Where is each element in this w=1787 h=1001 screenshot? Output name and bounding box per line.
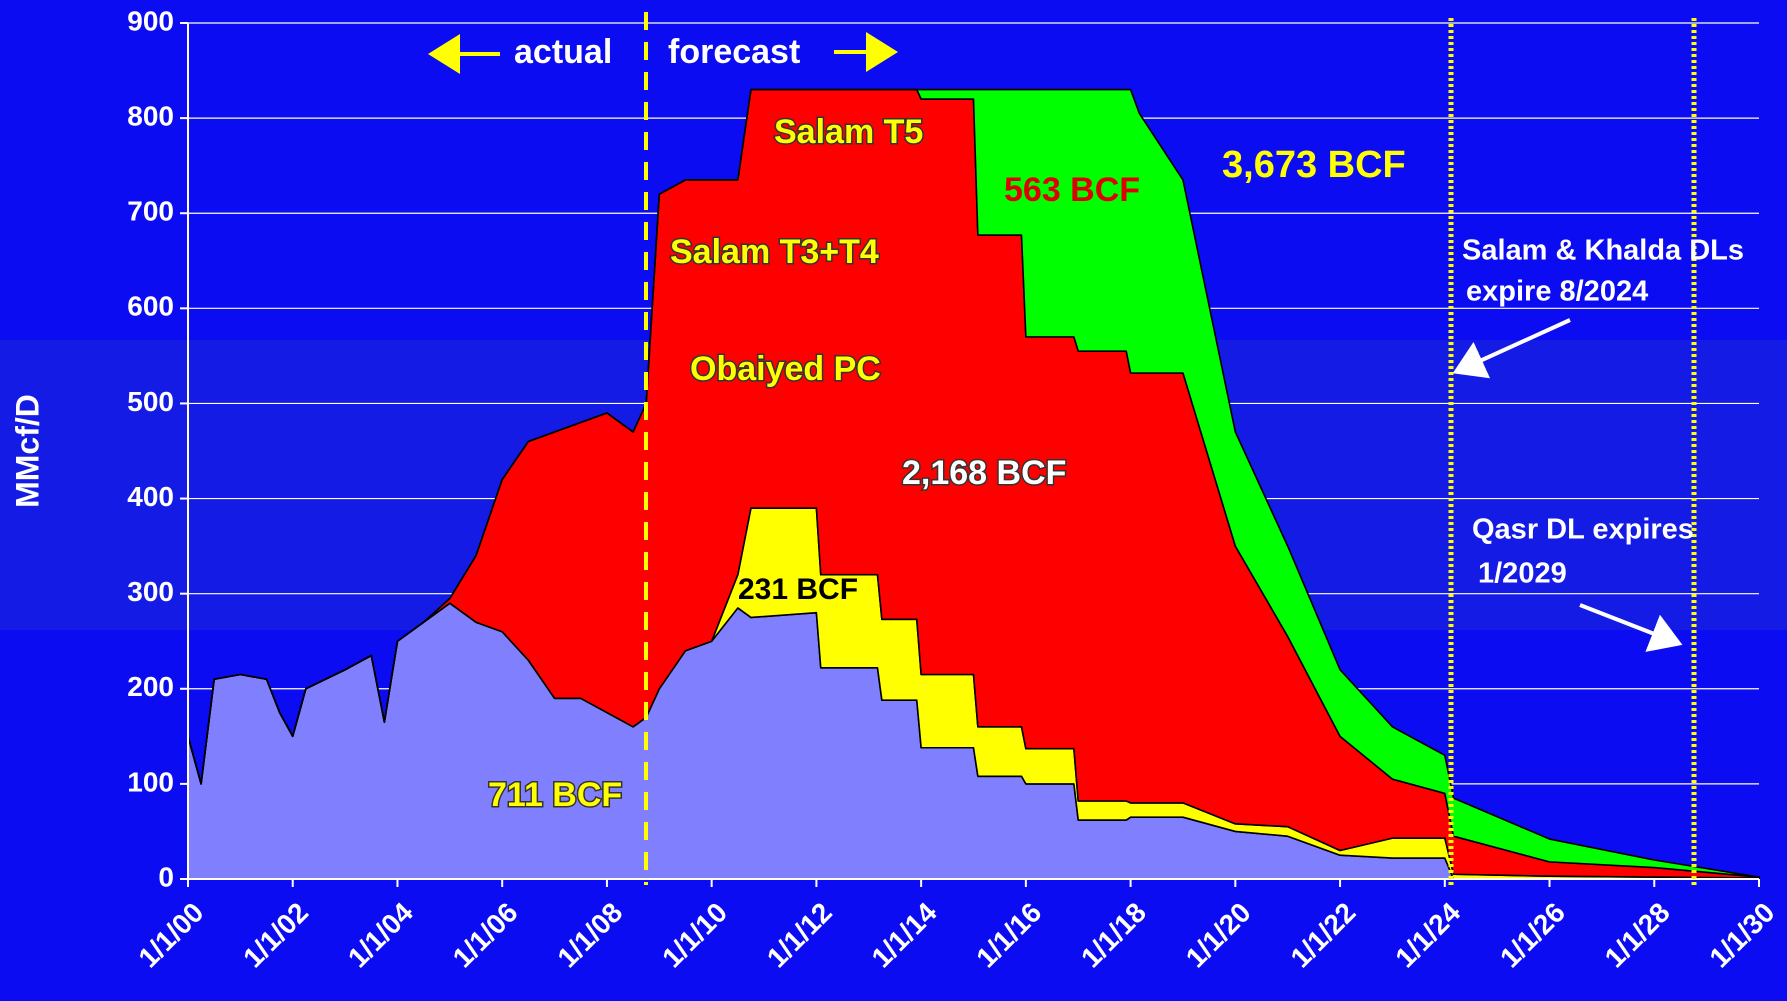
annotation: 2,168 BCF bbox=[902, 454, 1066, 492]
annotation: 1/2029 bbox=[1478, 558, 1567, 590]
annotation: Salam T5 bbox=[774, 113, 923, 151]
x-tick-label: 1/1/22 bbox=[1285, 897, 1362, 974]
annotation: 3,673 BCF bbox=[1222, 144, 1406, 186]
y-tick-label: 700 bbox=[127, 196, 174, 227]
annotation: forecast bbox=[668, 33, 800, 71]
y-tick-label: 800 bbox=[127, 101, 174, 132]
y-tick-label: 500 bbox=[127, 386, 174, 417]
x-tick-label: 1/1/06 bbox=[447, 897, 524, 974]
x-tick-label: 1/1/04 bbox=[342, 896, 419, 973]
y-axis-label: MMcf/D bbox=[9, 394, 45, 508]
x-tick-label: 1/1/24 bbox=[1389, 896, 1466, 973]
x-tick-label: 1/1/20 bbox=[1180, 897, 1257, 974]
x-tick-label: 1/1/10 bbox=[656, 897, 733, 974]
x-tick-label: 1/1/18 bbox=[1075, 897, 1152, 974]
x-tick-label: 1/1/26 bbox=[1494, 897, 1571, 974]
y-tick-label: 200 bbox=[127, 671, 174, 702]
x-tick-label: 1/1/00 bbox=[132, 897, 209, 974]
x-tick-label: 1/1/16 bbox=[970, 897, 1047, 974]
annotation: Qasr DL expires bbox=[1472, 514, 1694, 546]
x-tick-label: 1/1/12 bbox=[761, 897, 838, 974]
y-tick-label: 300 bbox=[127, 576, 174, 607]
x-tick-label: 1/1/14 bbox=[866, 896, 943, 973]
area bbox=[187, 88, 1760, 878]
y-tick-label: 900 bbox=[127, 5, 174, 36]
x-tick-label: 1/1/08 bbox=[551, 897, 628, 974]
annotation: Salam T3+T4 bbox=[670, 233, 879, 271]
annotation: actual bbox=[514, 33, 612, 71]
x-tick-label: 1/1/28 bbox=[1599, 897, 1676, 974]
x-tick-label: 1/1/30 bbox=[1703, 897, 1780, 974]
y-tick-label: 100 bbox=[127, 766, 174, 797]
arrow bbox=[1452, 318, 1571, 379]
annotation: expire 8/2024 bbox=[1466, 276, 1648, 308]
annotation: 711 BCF bbox=[488, 776, 622, 814]
y-tick-label: 0 bbox=[158, 861, 174, 892]
y-tick-label: 600 bbox=[127, 291, 174, 322]
annotation: 231 BCF bbox=[738, 573, 858, 606]
x-tick-label: 1/1/02 bbox=[237, 897, 314, 974]
arrow bbox=[1579, 603, 1683, 652]
annotation: Obaiyed PC bbox=[690, 350, 881, 388]
annotation: Salam & Khalda DLs bbox=[1462, 235, 1744, 267]
y-tick-label: 400 bbox=[127, 481, 174, 512]
annotation: 563 BCF bbox=[1004, 171, 1140, 209]
